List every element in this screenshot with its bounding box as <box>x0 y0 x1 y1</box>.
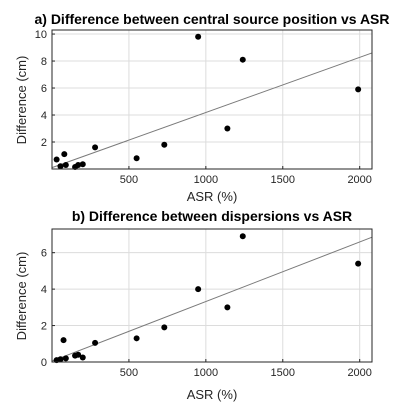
chart-a-ytick-label: 10 <box>35 29 47 41</box>
chart-b-data-point <box>62 355 69 362</box>
chart-a-xtick-label: 1500 <box>271 174 295 186</box>
chart-b-axes-frame <box>51 228 373 363</box>
chart-b-fit-line <box>51 236 373 362</box>
chart-b-regression-line <box>51 236 373 362</box>
chart-a-axes-frame <box>51 29 373 170</box>
chart-b-data-point <box>57 356 64 363</box>
chart-b-ytick-label: 0 <box>41 357 47 369</box>
chart-b-ylabel: Difference (cm) <box>14 252 29 341</box>
chart-b-data-point <box>133 335 140 342</box>
chart-a-data-point <box>75 161 82 168</box>
chart-a-title: a) Difference between central source pos… <box>34 11 389 27</box>
chart-a-ytick-label: 2 <box>41 137 47 149</box>
chart-b-data-point <box>79 354 86 361</box>
chart-a-xtick-label: 500 <box>120 174 138 186</box>
chart-a-ytick-label: 4 <box>41 110 47 122</box>
chart-a-data-point <box>161 141 168 148</box>
chart-a-xtick-label: 1000 <box>194 174 218 186</box>
chart-b-xtick-label: 500 <box>120 367 138 379</box>
chart-a-data-point <box>133 155 140 162</box>
chart-a-data-point <box>53 156 60 163</box>
chart-b-xlabel: ASR (%) <box>187 387 238 402</box>
chart-b-ytick-label: 6 <box>41 248 47 260</box>
chart-a-data-point <box>224 125 231 132</box>
chart-b-data-point <box>355 260 362 267</box>
chart-b-ticks: 500 1000 1500 2000 0 2 4 6 <box>41 248 372 379</box>
chart-a-data-point <box>355 86 362 93</box>
chart-b-xtick-label: 1500 <box>271 367 295 379</box>
chart-b-xtick-label: 1000 <box>194 367 218 379</box>
chart-a-data-point <box>62 161 69 168</box>
chart-a-grid <box>52 30 372 169</box>
chart-a-ylabel: Difference (cm) <box>14 56 29 145</box>
chart-a-fit-line <box>51 52 373 169</box>
chart-b-xtick-label: 2000 <box>347 367 371 379</box>
chart-a-data-point <box>57 163 64 170</box>
chart-a-points <box>53 33 362 170</box>
chart-a-data-point <box>61 151 68 158</box>
chart-b-data-point <box>224 304 231 311</box>
chart-b: b) Difference between dispersions vs ASR… <box>14 208 373 402</box>
chart-a: a) Difference between central source pos… <box>14 11 390 204</box>
chart-a-regression-line <box>51 52 373 169</box>
chart-b-data-point <box>75 351 82 358</box>
chart-a-ytick-label: 6 <box>41 83 47 95</box>
chart-a-ytick-label: 8 <box>41 56 47 68</box>
chart-b-data-point <box>161 324 168 331</box>
chart-b-data-point <box>60 337 67 344</box>
chart-b-data-point <box>239 233 246 240</box>
chart-b-data-point <box>92 339 99 346</box>
chart-b-title: b) Difference between dispersions vs ASR <box>72 208 352 224</box>
chart-a-xtick-label: 2000 <box>347 174 371 186</box>
chart-a-data-point <box>92 144 99 151</box>
chart-b-data-point <box>195 286 202 293</box>
chart-a-data-point <box>79 161 86 168</box>
chart-a-xlabel: ASR (%) <box>187 189 238 204</box>
chart-b-ytick-label: 2 <box>41 321 47 333</box>
chart-a-ticks: 500 1000 1500 2000 2 4 6 8 10 <box>35 29 372 186</box>
chart-a-data-point <box>239 56 246 63</box>
chart-a-data-point <box>195 33 202 40</box>
chart-b-ytick-label: 4 <box>41 284 47 296</box>
